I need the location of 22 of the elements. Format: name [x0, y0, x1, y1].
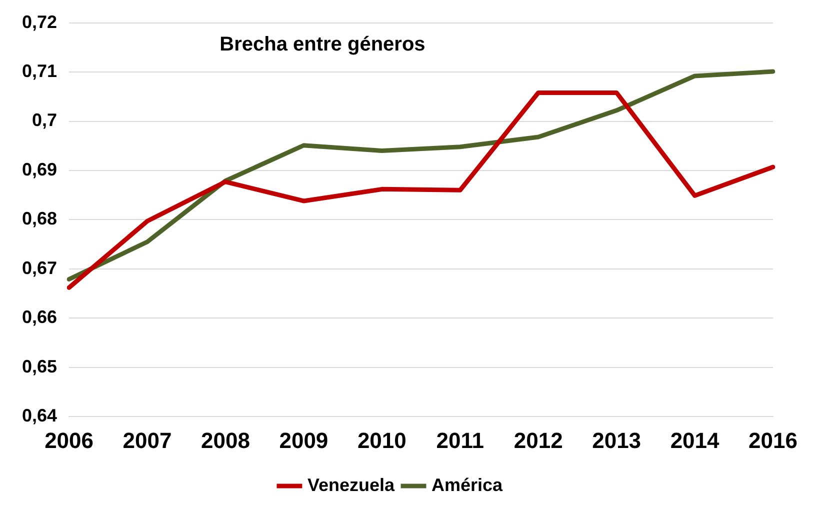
- legend-label: Venezuela: [307, 474, 396, 495]
- y-tick-label: 0,69: [22, 159, 58, 180]
- text: Brecha entre géneros: [220, 33, 426, 56]
- x-tick-label: 2009: [279, 428, 328, 453]
- x-tick-label: 2014: [670, 428, 720, 453]
- y-tick-label: 0,66: [22, 307, 58, 328]
- y-tick-label: 0,64: [22, 406, 58, 426]
- legend-label: América: [432, 474, 504, 495]
- x-tick-label: 2012: [514, 428, 563, 453]
- y-tick-label: 0,7: [32, 110, 58, 130]
- x-tick-label: 2008: [200, 428, 250, 453]
- y-tick-label: 0,72: [22, 12, 58, 32]
- y-tick-label: 0,65: [22, 356, 58, 376]
- x-tick-label: 2016: [748, 428, 798, 453]
- x-tick-label: 2013: [592, 428, 642, 453]
- y-tick-label: 0,71: [22, 60, 58, 81]
- x-tick-label: 2006: [44, 428, 94, 453]
- x-tick-label: 2007: [122, 428, 172, 453]
- x-tick-label: 2011: [436, 428, 484, 453]
- y-tick-label: 0,67: [22, 258, 58, 278]
- y-tick-label: 0,68: [22, 208, 58, 229]
- x-tick-label: 2010: [357, 428, 406, 453]
